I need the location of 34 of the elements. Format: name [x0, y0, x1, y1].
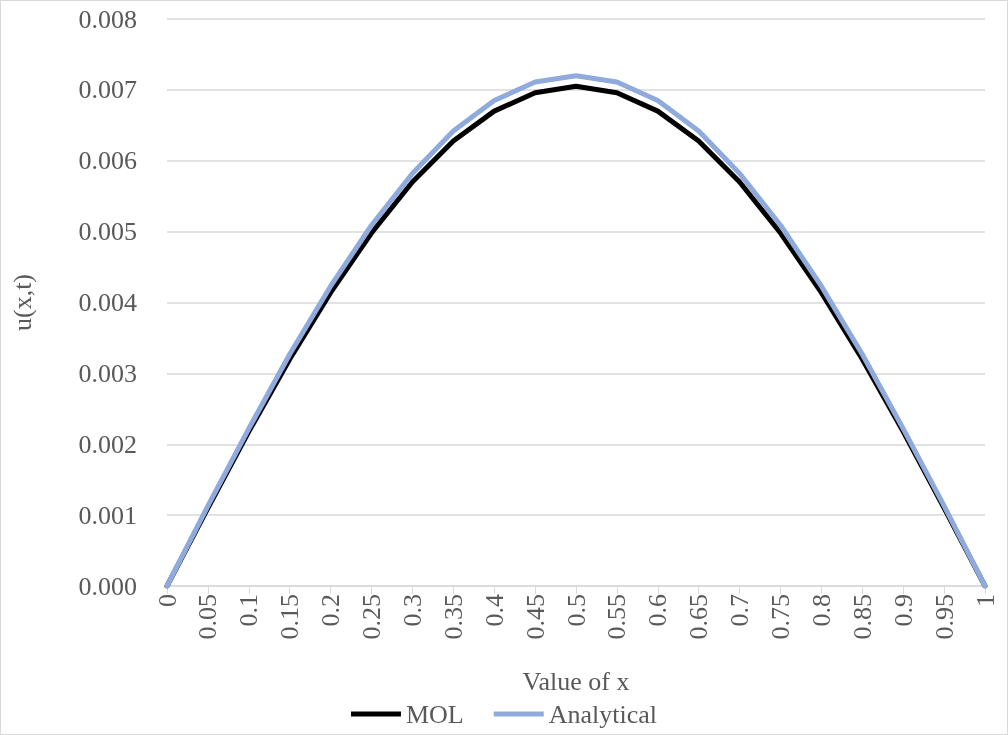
x-tick-label: 0.65: [684, 594, 714, 640]
x-tick-label: 0.8: [806, 594, 836, 627]
x-tick-label: 0.5: [561, 594, 591, 627]
x-tick-label: 0.2: [316, 594, 346, 627]
x-tick-label: 0.95: [929, 594, 959, 640]
x-tick-label: 0.4: [479, 594, 509, 627]
y-tick-label: 0.003: [78, 358, 137, 388]
legend-label: MOL: [405, 699, 464, 729]
x-tick-label: 0.25: [357, 594, 386, 640]
x-tick-label: 0.35: [438, 594, 468, 640]
y-tick-label: 0.000: [78, 571, 137, 601]
x-tick-label: 0.1: [234, 594, 264, 627]
y-tick-label: 0.006: [78, 146, 137, 176]
x-tick-label: 0.9: [888, 594, 918, 627]
x-tick-label: 0: [152, 594, 182, 607]
x-tick-label: 0.3: [397, 594, 427, 627]
x-tick-label: 1: [970, 594, 1000, 607]
y-tick-label: 0.005: [78, 217, 137, 247]
x-tick-label: 0.6: [643, 594, 673, 627]
y-tick-label: 0.008: [78, 4, 137, 34]
x-axis-title: Value of x: [522, 666, 630, 696]
x-tick-label: 0.7: [725, 594, 755, 627]
y-tick-label: 0.001: [78, 500, 137, 530]
y-tick-label: 0.004: [78, 288, 137, 317]
x-tick-label: 0.05: [193, 594, 223, 640]
x-tick-label: 0.45: [520, 594, 550, 640]
y-tick-label: 0.002: [78, 429, 137, 459]
y-axis-title: u(x,t): [7, 273, 37, 332]
x-tick-label: 0.85: [847, 594, 877, 640]
legend-label: Analytical: [548, 699, 658, 729]
x-tick-label: 0.55: [602, 594, 632, 640]
x-tick-label: 0.75: [766, 594, 795, 640]
y-tick-label: 0.007: [78, 75, 137, 105]
x-tick-label: 0.15: [275, 594, 305, 640]
